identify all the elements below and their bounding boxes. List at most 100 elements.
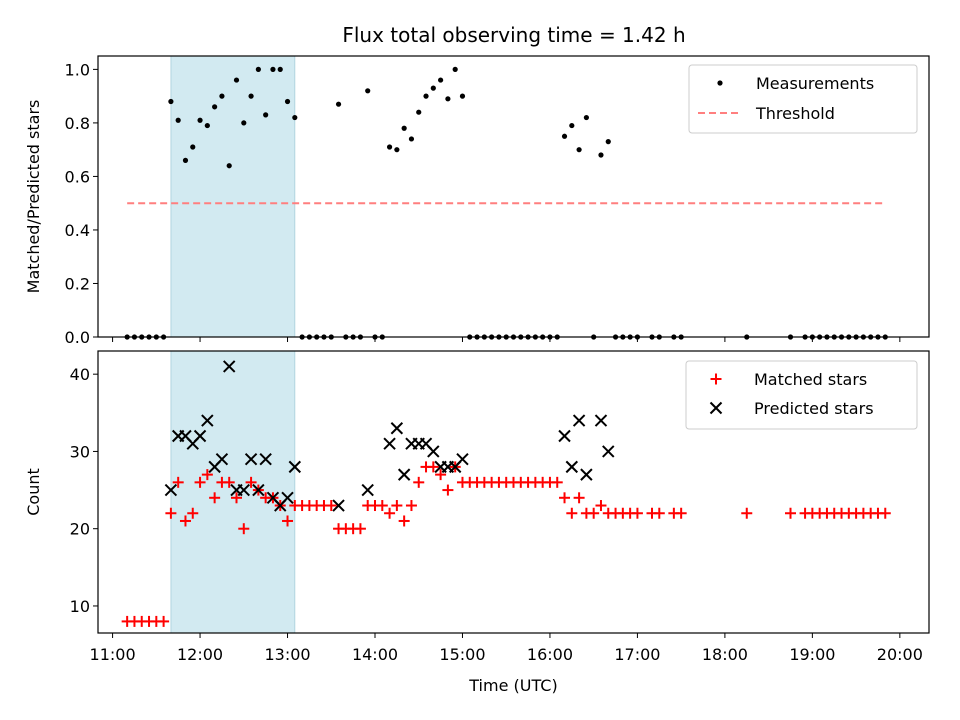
top-legend-box: [688, 64, 918, 134]
xtick-label: 18:00: [702, 645, 748, 664]
predicted-star-point: [390, 422, 404, 435]
matched-star-point: [158, 615, 170, 627]
x-axis-label: Time (UTC): [468, 676, 557, 695]
matched-star-point: [354, 523, 366, 535]
measurement-point: [605, 139, 611, 145]
matched-star-point: [172, 476, 184, 488]
xtick-label: 20:00: [877, 645, 923, 664]
xtick-label: 16:00: [527, 645, 573, 664]
predicted-star-point: [244, 452, 258, 466]
predicted-star-point: [223, 360, 236, 373]
top-ytick-label: 1.0: [65, 60, 90, 79]
matched-star-point: [566, 507, 578, 519]
predicted-star-point: [288, 460, 302, 474]
matched-star-point: [231, 492, 242, 504]
matched-star-point: [398, 515, 410, 527]
predicted-star-point: [602, 445, 615, 458]
matched-star-point: [209, 492, 221, 504]
measurement-point: [408, 136, 415, 142]
matched-star-point: [675, 507, 687, 519]
matched-star-point: [384, 507, 396, 519]
measurement-point: [204, 122, 210, 129]
measurement-point: [190, 144, 196, 150]
matched-star-point: [245, 476, 257, 488]
predicted-star-point: [565, 460, 579, 474]
matched-star-point: [588, 507, 600, 519]
top-axes-frame: [97, 55, 930, 338]
matched-star-point: [187, 507, 199, 519]
legend-predicted-label: Predicted stars: [754, 399, 874, 418]
predicted-star-point: [164, 483, 178, 497]
measurement-point: [576, 147, 582, 153]
matched-star-point: [741, 507, 753, 519]
xtick-label: 15:00: [439, 645, 485, 664]
measurement-point: [386, 144, 393, 150]
matched-star-point: [223, 476, 235, 488]
predicted-star-point: [237, 483, 250, 497]
measurement-point: [401, 125, 407, 131]
predicted-star-point: [259, 452, 272, 466]
measurement-point: [459, 93, 466, 99]
bottom-ytick-label: 20: [70, 520, 90, 539]
matched-star-point: [573, 492, 585, 504]
observing-window-shade-bottom: [170, 350, 296, 634]
bottom-ytick-label: 30: [70, 442, 90, 461]
observing-window-shade-top: [170, 55, 296, 338]
measurement-point: [452, 66, 458, 72]
measurement-point: [598, 152, 604, 158]
matched-star-point: [405, 500, 417, 512]
bottom-y-axis-ticks: 10 20 30 40: [70, 365, 98, 616]
measurement-point: [438, 77, 444, 83]
predicted-star-point: [456, 452, 469, 466]
measurement-point: [233, 77, 240, 83]
top-ytick-label: 0.8: [65, 114, 90, 133]
measurement-point: [445, 96, 451, 102]
measurement-point: [583, 114, 589, 121]
xtick-label: 13:00: [264, 645, 310, 664]
predicted-star-point: [201, 414, 214, 427]
predicted-star-point: [558, 429, 571, 443]
measurement-point: [219, 93, 225, 99]
matched-star-point: [653, 507, 665, 519]
xtick-label: 12:00: [177, 645, 223, 664]
predicted-star-point: [193, 429, 207, 443]
legend-plus-glyph: [710, 373, 722, 385]
predicted-star-point: [572, 414, 586, 427]
matched-star-point: [165, 507, 177, 519]
xtick-label: 19:00: [789, 645, 835, 664]
legend-measurements-marker: [717, 80, 723, 86]
measurement-point: [226, 163, 232, 169]
measurement-point: [175, 117, 181, 123]
matched-star-point: [282, 515, 294, 527]
top-y-axis-label: Matched/Predicted stars: [24, 100, 43, 294]
measurement-point: [430, 85, 436, 91]
top-ytick-label: 0.0: [65, 328, 90, 347]
measurement-point: [270, 66, 276, 72]
top-panel: 0.0 0.2 0.4 0.6 0.8 1.0 Matched/Predicted sta…: [24, 55, 930, 347]
bottom-legend: Matched stars Predicted stars: [685, 360, 918, 430]
predicted-star-point: [594, 414, 608, 427]
legend-matched-marker: [710, 373, 722, 385]
bottom-x-axis-ticks: 11:00 12:00 13:00 14:00 15:00 16:00 17:00 18:00…: [90, 633, 923, 664]
measurement-point: [569, 122, 575, 129]
measurement-point: [365, 88, 371, 94]
matched-star-point: [427, 461, 439, 473]
bottom-axes-frame: [97, 350, 930, 634]
xtick-label: 17:00: [614, 645, 660, 664]
measurement-point: [197, 117, 203, 123]
bottom-plot-marks: [121, 360, 891, 627]
measurement-point: [335, 101, 342, 107]
matched-star-point: [559, 492, 571, 504]
bottom-ytick-label: 10: [70, 597, 90, 616]
matched-star-point: [179, 515, 191, 527]
matched-star-point: [391, 500, 403, 512]
matched-star-point: [551, 476, 563, 488]
bottom-legend-box: [685, 360, 918, 430]
matched-star-point: [879, 507, 891, 519]
predicted-star-point: [427, 445, 440, 458]
top-ytick-label: 0.2: [65, 274, 90, 293]
measurement-point: [284, 98, 291, 105]
measurement-point: [292, 114, 298, 121]
